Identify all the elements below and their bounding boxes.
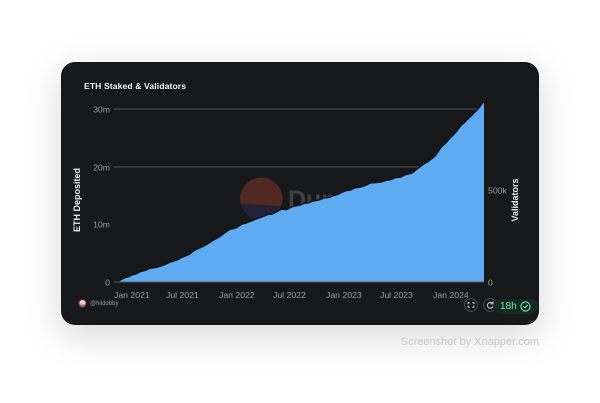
- svg-text:0: 0: [105, 278, 110, 288]
- svg-text:500k: 500k: [488, 186, 507, 196]
- svg-text:Jul 2023: Jul 2023: [380, 290, 413, 300]
- svg-text:Validators: Validators: [510, 178, 520, 221]
- svg-text:Jul 2022: Jul 2022: [273, 290, 306, 300]
- svg-text:30m: 30m: [93, 105, 110, 115]
- svg-text:Jan 2023: Jan 2023: [326, 290, 362, 300]
- svg-text:Jan 2021: Jan 2021: [114, 290, 150, 300]
- svg-text:10m: 10m: [93, 220, 110, 230]
- svg-text:20m: 20m: [93, 163, 110, 173]
- svg-text:Jul 2021: Jul 2021: [166, 290, 199, 300]
- svg-text:ETH Deposited: ETH Deposited: [72, 168, 82, 232]
- svg-text:0: 0: [488, 278, 493, 288]
- svg-text:Jan 2022: Jan 2022: [219, 290, 255, 300]
